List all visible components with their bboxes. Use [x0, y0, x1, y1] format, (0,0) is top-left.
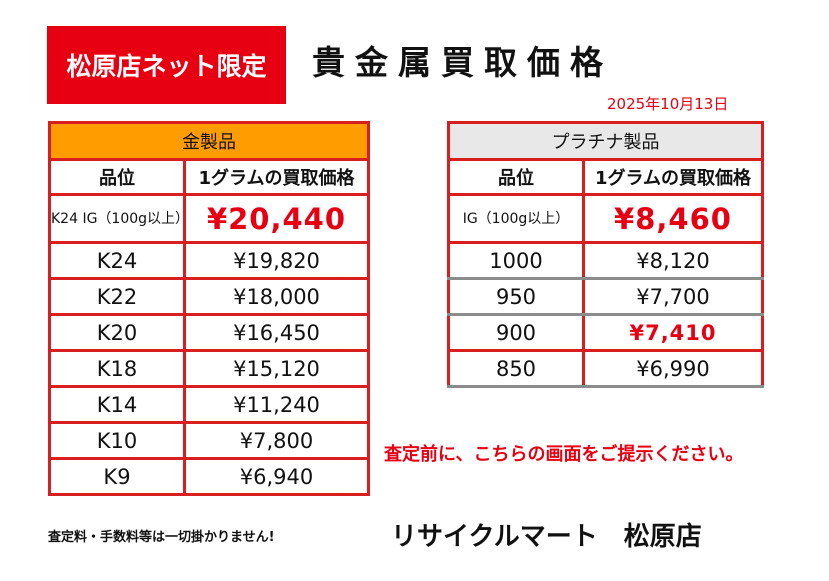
table-row: IG（100g以上） ¥8,460	[447, 193, 764, 244]
grade-cell: K18	[48, 349, 186, 388]
platinum-table-header: プラチナ製品	[447, 121, 764, 161]
price-cell: ¥18,000	[183, 277, 370, 316]
present-screen-note: 査定前に、こちらの画面をご提示ください。	[384, 444, 744, 465]
table-row: 1000 ¥8,120	[447, 241, 764, 280]
grade-cell: 1000	[447, 241, 585, 280]
table-row: 900 ¥7,410	[447, 313, 764, 352]
gold-table-header: 金製品	[48, 121, 370, 161]
table-row: K18 ¥15,120	[48, 349, 370, 388]
price-cell: ¥8,120	[582, 241, 764, 280]
grade-cell: K24	[48, 241, 186, 280]
price-cell: ¥7,700	[582, 277, 764, 316]
price-cell: ¥19,820	[183, 241, 370, 280]
grade-cell: 950	[447, 277, 585, 316]
table-row: K10 ¥7,800	[48, 421, 370, 460]
page-title: 貴金属買取価格	[312, 43, 613, 82]
price-cell: ¥16,450	[183, 313, 370, 352]
store-name: リサイクルマート 松原店	[391, 522, 702, 552]
grade-cell: IG（100g以上）	[447, 193, 585, 244]
price-date: 2025年10月13日	[607, 95, 729, 113]
grade-cell: K9	[48, 457, 186, 496]
price-cell: ¥20,440	[183, 193, 370, 244]
grade-cell: K10	[48, 421, 186, 460]
table-row: 950 ¥7,700	[447, 277, 764, 316]
table-row: K24 IG（100g以上） ¥20,440	[48, 193, 370, 244]
table-row: K20 ¥16,450	[48, 313, 370, 352]
table-row: K14 ¥11,240	[48, 385, 370, 424]
gold-price-column-header: 1グラムの買取価格	[183, 158, 370, 196]
price-cell: ¥6,940	[183, 457, 370, 496]
table-row: 850 ¥6,990	[447, 349, 764, 388]
no-fees-note: 査定料・手数料等は一切掛かりません!	[48, 530, 275, 545]
price-cell: ¥6,990	[582, 349, 764, 388]
platinum-grade-column-header: 品位	[447, 158, 585, 196]
platinum-price-column-header: 1グラムの買取価格	[582, 158, 764, 196]
platinum-price-table: プラチナ製品 品位 1グラムの買取価格 IG（100g以上） ¥8,460 10…	[447, 121, 764, 388]
net-limited-badge: 松原店ネット限定	[47, 26, 286, 104]
grade-cell: K24 IG（100g以上）	[48, 193, 186, 244]
price-cell: ¥8,460	[582, 193, 764, 244]
price-cell: ¥7,410	[582, 313, 764, 352]
grade-cell: 850	[447, 349, 585, 388]
price-cell: ¥11,240	[183, 385, 370, 424]
price-cell: ¥7,800	[183, 421, 370, 460]
table-row: K24 ¥19,820	[48, 241, 370, 280]
table-row: K22 ¥18,000	[48, 277, 370, 316]
grade-cell: K14	[48, 385, 186, 424]
gold-price-table: 金製品 品位 1グラムの買取価格 K24 IG（100g以上） ¥20,440 …	[48, 121, 370, 496]
gold-grade-column-header: 品位	[48, 158, 186, 196]
grade-cell: 900	[447, 313, 585, 352]
table-row: K9 ¥6,940	[48, 457, 370, 496]
grade-cell: K20	[48, 313, 186, 352]
grade-cell: K22	[48, 277, 186, 316]
price-cell: ¥15,120	[183, 349, 370, 388]
